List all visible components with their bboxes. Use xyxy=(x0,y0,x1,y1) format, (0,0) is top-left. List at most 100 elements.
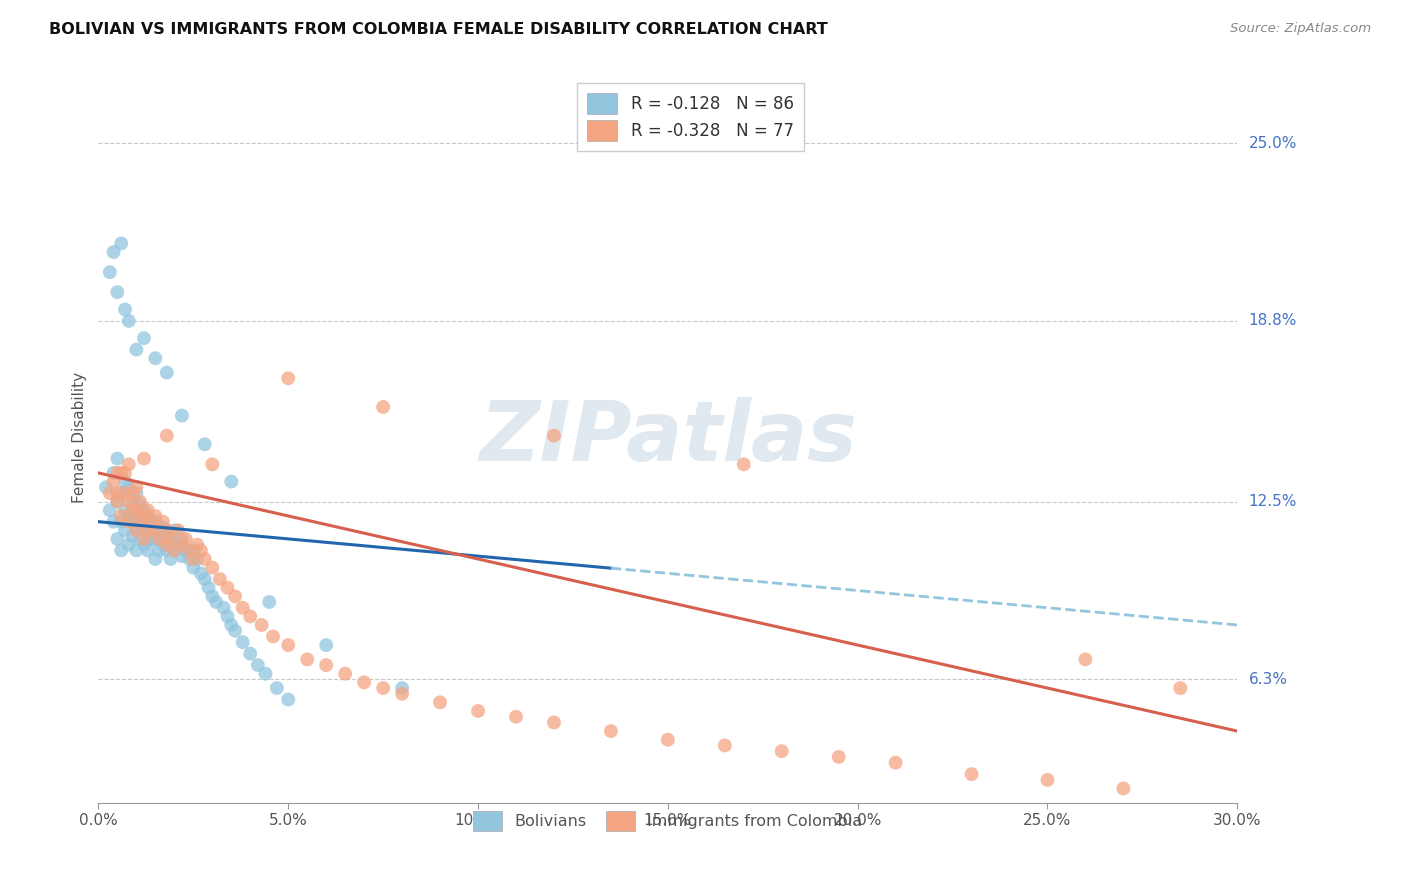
Point xyxy=(121,494,143,508)
Point xyxy=(183,552,205,566)
Point xyxy=(186,552,208,566)
Point xyxy=(145,552,167,566)
Point xyxy=(148,524,170,538)
Text: 12.5%: 12.5% xyxy=(1249,494,1296,509)
Y-axis label: Female Disability: Female Disability xyxy=(72,371,87,503)
Point xyxy=(114,486,136,500)
Point xyxy=(125,508,148,523)
Point xyxy=(103,515,125,529)
Point xyxy=(194,437,217,451)
Point xyxy=(194,552,217,566)
Point xyxy=(103,245,125,260)
Point xyxy=(145,508,167,523)
Point xyxy=(118,515,141,529)
Point xyxy=(201,560,224,574)
Point xyxy=(110,236,132,251)
Point xyxy=(186,538,208,552)
Point xyxy=(156,524,179,538)
Point xyxy=(194,572,217,586)
Point xyxy=(315,638,337,652)
Point xyxy=(221,475,243,489)
Text: 25.0%: 25.0% xyxy=(1249,136,1296,151)
Point xyxy=(107,486,129,500)
Point xyxy=(125,524,148,538)
Point xyxy=(156,538,179,552)
Point xyxy=(148,532,170,546)
Point xyxy=(163,543,186,558)
Point xyxy=(371,400,394,414)
Point xyxy=(960,767,983,781)
Point xyxy=(467,704,489,718)
Point xyxy=(170,532,193,546)
Point xyxy=(125,543,148,558)
Text: 18.8%: 18.8% xyxy=(1249,313,1296,328)
Point xyxy=(277,638,299,652)
Point xyxy=(132,331,155,345)
Point xyxy=(246,658,269,673)
Point xyxy=(1170,681,1192,695)
Point xyxy=(107,466,129,480)
Point xyxy=(107,494,129,508)
Point xyxy=(254,666,277,681)
Point xyxy=(141,532,163,546)
Text: ZIPatlas: ZIPatlas xyxy=(479,397,856,477)
Point xyxy=(136,508,159,523)
Point xyxy=(98,265,121,279)
Point xyxy=(1112,781,1135,796)
Point xyxy=(94,480,117,494)
Point xyxy=(259,595,281,609)
Point xyxy=(315,658,337,673)
Point xyxy=(179,543,201,558)
Point xyxy=(179,552,201,566)
Point xyxy=(148,543,170,558)
Point xyxy=(110,515,132,529)
Point xyxy=(262,629,284,643)
Point xyxy=(107,494,129,508)
Point xyxy=(145,515,167,529)
Point xyxy=(391,687,413,701)
Point xyxy=(371,681,394,695)
Point xyxy=(266,681,288,695)
Point xyxy=(297,652,319,666)
Point xyxy=(118,314,141,328)
Point xyxy=(163,543,186,558)
Point xyxy=(770,744,793,758)
Point xyxy=(156,526,179,541)
Point xyxy=(183,560,205,574)
Point xyxy=(183,543,205,558)
Point xyxy=(201,458,224,472)
Point xyxy=(170,409,193,423)
Point xyxy=(174,532,197,546)
Point xyxy=(129,498,152,512)
Point xyxy=(543,428,565,442)
Point xyxy=(828,750,851,764)
Point xyxy=(107,532,129,546)
Point xyxy=(217,581,239,595)
Point xyxy=(217,609,239,624)
Point xyxy=(136,543,159,558)
Point xyxy=(136,503,159,517)
Point xyxy=(224,589,246,603)
Point xyxy=(103,466,125,480)
Point xyxy=(110,508,132,523)
Point xyxy=(118,480,141,494)
Point xyxy=(129,494,152,508)
Point xyxy=(167,538,190,552)
Point xyxy=(505,710,527,724)
Point xyxy=(103,475,125,489)
Point xyxy=(232,600,254,615)
Point xyxy=(884,756,907,770)
Point xyxy=(159,552,181,566)
Point xyxy=(156,543,179,558)
Point xyxy=(152,538,174,552)
Point xyxy=(121,515,143,529)
Point xyxy=(132,503,155,517)
Point xyxy=(543,715,565,730)
Point xyxy=(277,692,299,706)
Point xyxy=(129,532,152,546)
Point xyxy=(136,526,159,541)
Point xyxy=(114,302,136,317)
Point xyxy=(125,503,148,517)
Point xyxy=(110,486,132,500)
Text: Source: ZipAtlas.com: Source: ZipAtlas.com xyxy=(1230,22,1371,36)
